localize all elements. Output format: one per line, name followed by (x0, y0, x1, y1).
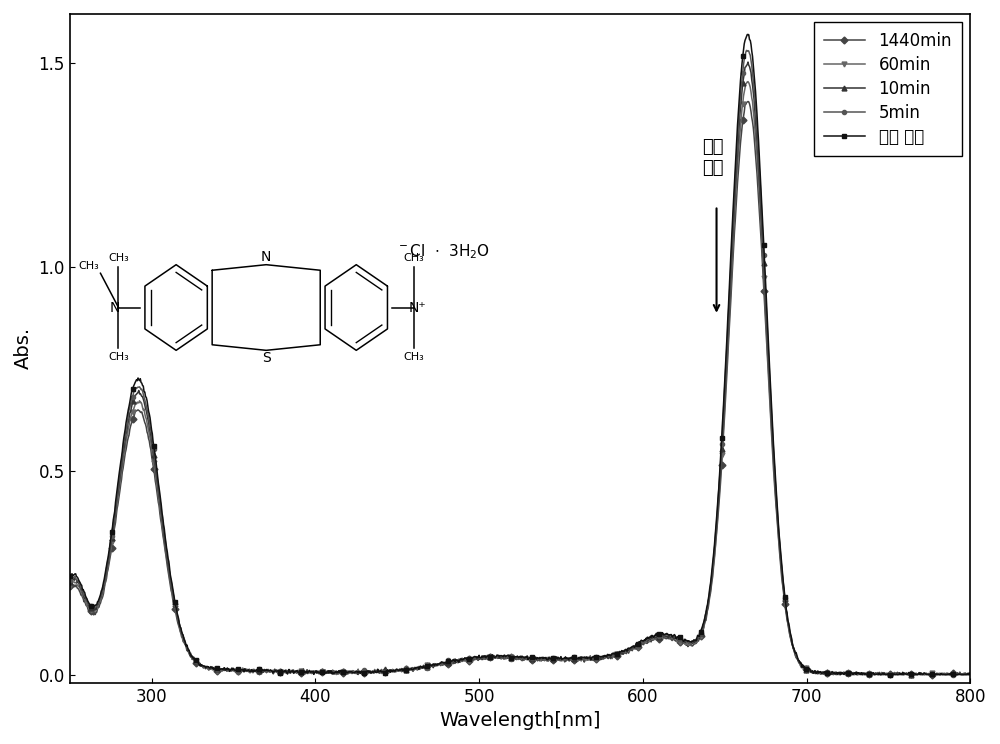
X-axis label: Wavelength[nm]: Wavelength[nm] (439, 711, 601, 730)
Y-axis label: Abs.: Abs. (14, 327, 33, 369)
Text: S: S (262, 351, 271, 365)
Text: CH₃: CH₃ (108, 353, 129, 362)
Text: CH₃: CH₃ (404, 252, 424, 263)
Legend: 1440min, 60min, 10min, 5min, 次甲 基蓝: 1440min, 60min, 10min, 5min, 次甲 基蓝 (814, 22, 962, 155)
Text: CH₃: CH₃ (78, 261, 99, 271)
Text: CH₃: CH₃ (108, 252, 129, 263)
Text: CH₃: CH₃ (404, 353, 424, 362)
Text: N⁺: N⁺ (409, 301, 426, 315)
Text: $^-$Cl  $\cdot$  3H$_2$O: $^-$Cl $\cdot$ 3H$_2$O (396, 243, 490, 261)
Text: N: N (261, 250, 271, 264)
Text: 时间
增加: 时间 增加 (703, 138, 724, 177)
Text: N: N (110, 301, 120, 315)
